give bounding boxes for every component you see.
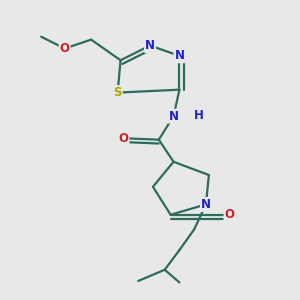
Text: O: O	[224, 208, 235, 221]
Text: O: O	[118, 132, 128, 145]
Text: H: H	[194, 109, 203, 122]
Text: N: N	[174, 49, 184, 62]
Text: O: O	[60, 42, 70, 55]
Text: N: N	[201, 198, 211, 211]
Text: N: N	[145, 39, 155, 52]
Text: S: S	[113, 86, 122, 99]
Text: N: N	[169, 110, 178, 123]
